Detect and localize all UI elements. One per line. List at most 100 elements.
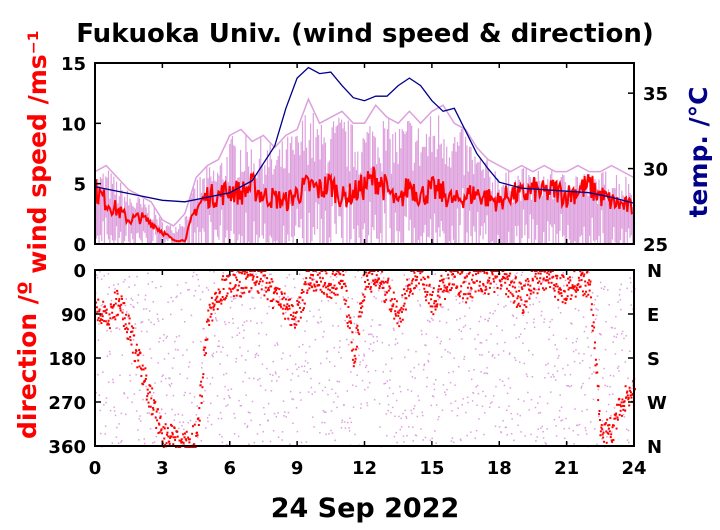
direction-mean-point bbox=[245, 271, 248, 274]
x-tick-label: 3 bbox=[156, 458, 169, 479]
direction-instant-point bbox=[281, 431, 284, 433]
direction-instant-point bbox=[269, 440, 272, 443]
direction-mean-point bbox=[271, 280, 274, 283]
direction-mean-point bbox=[240, 272, 243, 275]
direction-mean-point bbox=[386, 291, 389, 294]
direction-mean-point bbox=[580, 274, 583, 277]
direction-instant-point bbox=[613, 335, 615, 338]
direction-instant-point bbox=[570, 385, 573, 387]
direction-instant-point bbox=[408, 426, 410, 428]
direction-instant-point bbox=[431, 437, 433, 440]
direction-mean-point bbox=[627, 396, 630, 399]
direction-mean-point bbox=[417, 282, 420, 285]
direction-instant-point bbox=[511, 418, 513, 420]
direction-instant-point bbox=[428, 353, 430, 355]
direction-mean-point bbox=[554, 295, 557, 298]
direction-instant-point bbox=[592, 398, 595, 401]
direction-mean-point bbox=[203, 354, 206, 357]
direction-instant-point bbox=[337, 395, 339, 398]
direction-mean-point bbox=[388, 285, 391, 288]
direction-instant-point bbox=[272, 360, 274, 363]
x-tick-label: 9 bbox=[291, 458, 304, 479]
direction-instant-point bbox=[174, 414, 177, 416]
direction-instant-point bbox=[209, 402, 212, 405]
direction-mean-point bbox=[433, 302, 436, 305]
direction-instant-point bbox=[452, 441, 455, 444]
direction-instant-point bbox=[615, 315, 617, 318]
direction-mean-point bbox=[428, 283, 431, 286]
direction-instant-point bbox=[280, 325, 283, 327]
direction-mean-point bbox=[374, 278, 377, 281]
direction-mean-point bbox=[193, 423, 196, 426]
direction-instant-point bbox=[278, 296, 281, 298]
direction-mean-point bbox=[439, 279, 442, 282]
direction-instant-point bbox=[514, 274, 517, 277]
direction-mean-point bbox=[406, 285, 409, 288]
direction-instant-point bbox=[611, 431, 613, 433]
direction-mean-point bbox=[220, 299, 223, 302]
direction-mean-point bbox=[323, 283, 326, 286]
direction-instant-point bbox=[257, 379, 259, 381]
direction-instant-point bbox=[283, 415, 285, 417]
direction-mean-point bbox=[512, 294, 515, 297]
direction-instant-point bbox=[237, 435, 240, 438]
direction-instant-point bbox=[632, 308, 634, 310]
direction-instant-point bbox=[158, 412, 161, 414]
direction-mean-point bbox=[144, 367, 147, 370]
direction-instant-point bbox=[495, 385, 497, 388]
direction-instant-point bbox=[544, 377, 546, 379]
direction-instant-point bbox=[267, 402, 270, 405]
direction-instant-point bbox=[441, 306, 443, 309]
direction-mean-point bbox=[397, 314, 400, 317]
direction-instant-point bbox=[456, 414, 459, 417]
direction-instant-point bbox=[273, 305, 275, 308]
direction-instant-point bbox=[505, 304, 507, 307]
direction-instant-point bbox=[217, 345, 219, 348]
direction-mean-point bbox=[297, 303, 300, 306]
direction-mean-point bbox=[221, 295, 224, 298]
direction-instant-point bbox=[511, 314, 514, 316]
direction-mean-point bbox=[536, 292, 539, 295]
direction-mean-point bbox=[365, 285, 368, 288]
direction-instant-point bbox=[460, 330, 463, 333]
direction-mean-point bbox=[208, 303, 211, 306]
direction-instant-point bbox=[276, 380, 278, 382]
direction-mean-point bbox=[121, 318, 124, 321]
direction-mean-point bbox=[468, 271, 471, 274]
direction-instant-point bbox=[594, 318, 597, 320]
direction-instant-point bbox=[466, 396, 469, 399]
direction-mean-point bbox=[583, 292, 586, 295]
direction-instant-point bbox=[440, 356, 443, 358]
direction-instant-point bbox=[352, 338, 354, 341]
direction-instant-point bbox=[535, 440, 537, 442]
direction-mean-point bbox=[529, 292, 532, 295]
direction-instant-point bbox=[534, 406, 537, 409]
direction-instant-point bbox=[377, 289, 380, 292]
direction-mean-point bbox=[519, 296, 522, 299]
direction-mean-point bbox=[284, 317, 287, 320]
direction-mean-point bbox=[573, 285, 576, 288]
direction-instant-point bbox=[552, 334, 555, 336]
direction-instant-point bbox=[530, 433, 532, 436]
direction-instant-point bbox=[391, 357, 393, 360]
direction-instant-point bbox=[408, 292, 411, 295]
direction-instant-point bbox=[105, 401, 107, 404]
direction-instant-point bbox=[123, 392, 125, 394]
direction-mean-point bbox=[410, 282, 413, 285]
direction-mean-point bbox=[446, 290, 449, 293]
direction-mean-point bbox=[622, 408, 625, 411]
direction-instant-point bbox=[106, 355, 109, 357]
direction-instant-point bbox=[591, 373, 593, 375]
direction-mean-point bbox=[506, 278, 509, 281]
direction-instant-point bbox=[336, 380, 339, 383]
direction-instant-point bbox=[436, 336, 438, 339]
direction-mean-point bbox=[293, 318, 296, 321]
direction-mean-point bbox=[519, 282, 522, 285]
direction-instant-point bbox=[250, 289, 253, 291]
direction-mean-point bbox=[585, 271, 588, 274]
direction-instant-point bbox=[266, 367, 268, 370]
direction-instant-point bbox=[548, 326, 551, 328]
direction-instant-point bbox=[127, 316, 129, 318]
direction-instant-point bbox=[569, 373, 572, 376]
direction-mean-point bbox=[109, 317, 112, 320]
